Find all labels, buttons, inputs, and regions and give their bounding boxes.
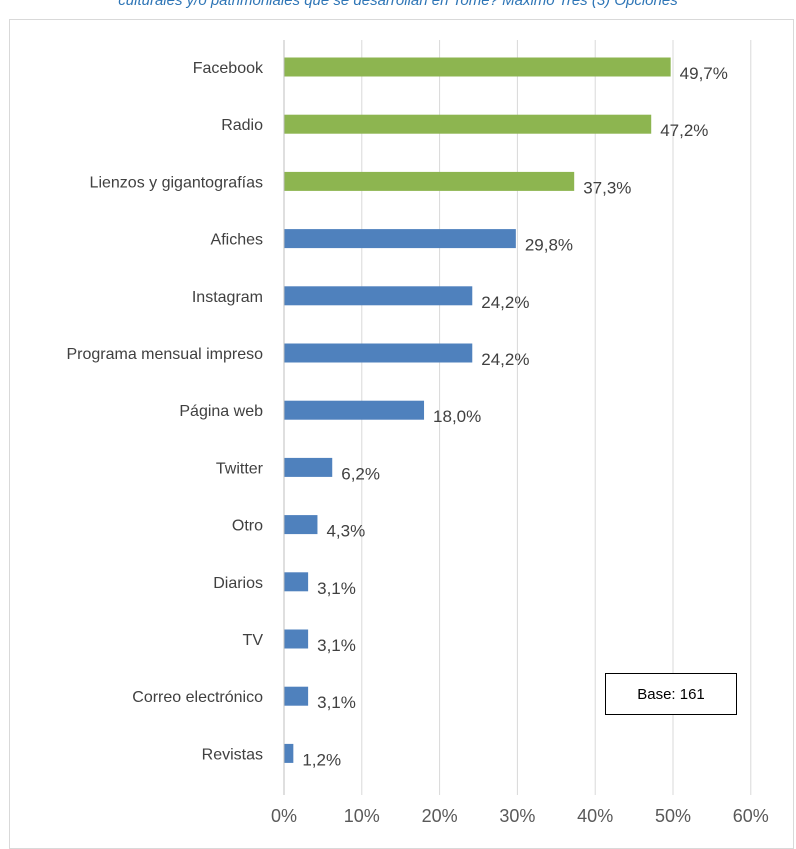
- base-note-text: Base: 161: [637, 685, 705, 703]
- x-tick-label: 60%: [733, 806, 769, 826]
- value-label: 3,1%: [317, 693, 356, 712]
- category-label: Página web: [179, 403, 263, 420]
- bar: [284, 572, 309, 592]
- category-label: Diarios: [213, 575, 263, 592]
- value-label: 4,3%: [326, 522, 365, 541]
- value-label: 24,2%: [481, 293, 529, 312]
- bar: [284, 400, 425, 420]
- category-label: Afiches: [211, 232, 263, 249]
- category-label: Revistas: [202, 746, 263, 763]
- category-label: TV: [243, 632, 264, 649]
- category-label: Instagram: [192, 289, 263, 306]
- value-label: 6,2%: [341, 464, 380, 483]
- category-label: Lienzos y gigantografías: [90, 174, 263, 191]
- bar: [284, 457, 333, 477]
- category-label: Correo electrónico: [132, 689, 263, 706]
- x-tick-label: 40%: [577, 806, 613, 826]
- x-tick-label: 20%: [422, 806, 458, 826]
- x-tick-label: 30%: [499, 806, 535, 826]
- bar: [284, 343, 473, 363]
- bar: [284, 57, 671, 77]
- base-note-box: Base: 161: [605, 673, 737, 715]
- category-label: Facebook: [193, 60, 264, 77]
- bar: [284, 686, 309, 706]
- value-label: 29,8%: [525, 236, 573, 255]
- bar: [284, 229, 516, 249]
- value-label: 18,0%: [433, 407, 481, 426]
- value-label: 24,2%: [481, 350, 529, 369]
- bar: [284, 743, 294, 763]
- category-label: Radio: [221, 117, 263, 134]
- value-label: 49,7%: [680, 64, 728, 83]
- bar: [284, 171, 575, 191]
- value-label: 47,2%: [660, 121, 708, 140]
- x-tick-label: 0%: [271, 806, 297, 826]
- value-label: 37,3%: [583, 178, 631, 197]
- value-label: 1,2%: [302, 750, 341, 769]
- chart-caption: culturales y/o patrimoniales que se desa…: [118, 0, 678, 9]
- bar: [284, 114, 652, 134]
- value-label: 3,1%: [317, 579, 356, 598]
- bar: [284, 515, 318, 535]
- category-label: Programa mensual impreso: [66, 346, 263, 363]
- x-tick-label: 50%: [655, 806, 691, 826]
- value-label: 3,1%: [317, 636, 356, 655]
- bar: [284, 629, 309, 649]
- bar: [284, 286, 473, 306]
- category-label: Otro: [232, 518, 263, 535]
- category-label: Twitter: [216, 460, 264, 477]
- x-tick-label: 10%: [344, 806, 380, 826]
